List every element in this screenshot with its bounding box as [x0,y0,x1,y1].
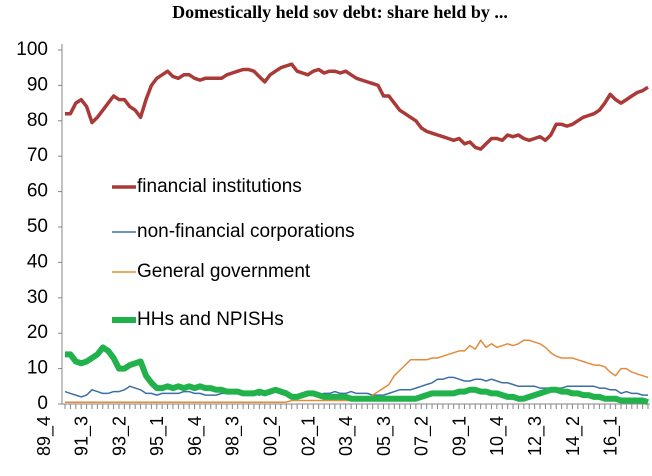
x-tick-label: 02_1 [298,416,319,456]
series-line [65,344,649,406]
x-tick-label: 96_4 [185,416,206,456]
y-tick-label: 60 [27,181,48,202]
x-tick-label: 16_1 [601,416,622,456]
y-tick-label: 40 [27,251,48,272]
x-tick-label: 95_1 [147,416,168,456]
x-tick-label: 05_3 [374,416,395,456]
x-tick-label: 00_2 [260,416,281,456]
x-tick-label: 91_3 [72,416,93,456]
y-tick-label: 10 [27,358,48,379]
x-tick-label: 07_2 [412,416,433,456]
x-tick-label: 89_4 [34,416,55,456]
y-tick-label: 80 [27,110,48,131]
y-tick-label: 70 [27,145,48,166]
x-tick-label: 03_4 [336,416,357,456]
y-tick-label: 50 [27,216,48,237]
y-tick-label: 30 [27,287,48,308]
legend-label: General government [137,261,311,282]
x-tick-label: 09_1 [449,416,470,456]
y-tick-label: 90 [27,74,48,95]
legend-label: financial institutions [137,176,302,197]
y-tick-label: 20 [27,322,48,343]
legend-label: non-financial corporations [137,221,355,242]
x-tick-label: 98_3 [223,416,244,456]
series-line [65,62,649,151]
legend-label: HHs and NPISHs [137,309,284,330]
x-tick-label: 10_4 [487,416,508,456]
y-tick-label: 0 [37,393,48,414]
y-tick-label: 100 [16,39,48,60]
x-tick-label: 12_3 [525,416,546,456]
x-tick-label: 93_2 [109,416,130,456]
chart-title: Domestically held sov debt: share held b… [172,2,508,22]
x-tick-label: 14_2 [563,416,584,456]
